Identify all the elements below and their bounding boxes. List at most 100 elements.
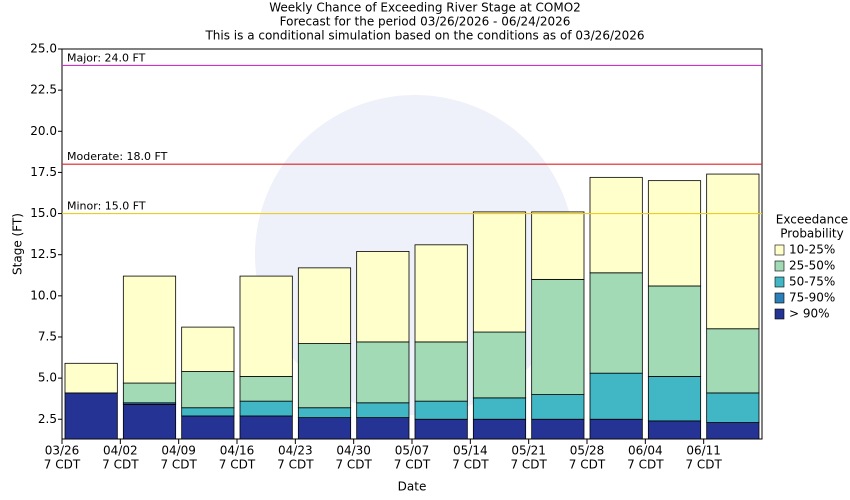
bar-segment	[531, 278, 585, 395]
x-tick-sublabel: 7 CDT	[685, 458, 722, 472]
x-tick-sublabel: 7 CDT	[277, 458, 314, 472]
title: Weekly Chance of Exceeding River Stage a…	[269, 1, 581, 15]
x-tick-label: 03/26	[45, 444, 80, 458]
bar-segment	[647, 376, 702, 422]
bar-segment	[531, 211, 585, 280]
y-tick-label: 10.0	[30, 288, 57, 302]
bar-segment	[589, 418, 643, 440]
x-tick-label: 04/09	[161, 444, 196, 458]
legend-label: 50-75%	[789, 275, 835, 289]
x-axis-label: Date	[398, 480, 427, 494]
x-tick-sublabel: 7 CDT	[510, 458, 547, 472]
bar-segment	[706, 392, 760, 423]
bar-segment	[589, 176, 643, 274]
bar-segment	[472, 331, 527, 399]
legend-swatch	[774, 244, 785, 256]
bar-segment	[356, 251, 410, 343]
legend-swatch	[774, 276, 785, 288]
x-tick-label: 04/23	[278, 444, 313, 458]
y-tick-label: 22.5	[30, 83, 57, 97]
x-tick-label: 05/28	[570, 444, 605, 458]
x-tick-sublabel: 7 CDT	[160, 458, 197, 472]
bar-segment	[297, 407, 352, 419]
y-tick-label: 17.5	[30, 165, 57, 179]
bar-segment	[122, 382, 177, 404]
bar-segment	[356, 417, 410, 440]
bar-segment	[706, 173, 760, 330]
bar-segment	[414, 418, 468, 440]
bar-segment	[181, 415, 235, 440]
x-tick-sublabel: 7 CDT	[44, 458, 81, 472]
bar-segment	[647, 180, 702, 287]
bar-segment	[297, 343, 352, 409]
x-tick-label: 04/30	[336, 444, 371, 458]
x-tick-label: 05/07	[395, 444, 430, 458]
bar-segment	[239, 415, 293, 440]
bar-segment	[647, 420, 702, 440]
subtitle: This is a conditional simulation based o…	[204, 29, 644, 43]
x-tick-label: 06/04	[628, 444, 663, 458]
bar-segment	[647, 285, 702, 377]
bar-segment	[589, 372, 643, 420]
bar-segment	[414, 341, 468, 402]
bar-segment	[122, 404, 177, 440]
x-tick-label: 05/21	[511, 444, 546, 458]
legend-swatch	[774, 260, 785, 272]
x-tick-sublabel: 7 CDT	[394, 458, 431, 472]
bar-segment	[414, 244, 468, 343]
x-tick-label: 06/11	[686, 444, 721, 458]
bar-segment	[297, 267, 352, 344]
bar-segment	[239, 400, 293, 417]
y-tick-label: 12.5	[30, 247, 57, 261]
legend-label: 75-90%	[789, 291, 835, 305]
y-tick-label: 5.0	[38, 371, 57, 385]
x-tick-sublabel: 7 CDT	[569, 458, 606, 472]
y-tick-label: 15.0	[30, 206, 57, 220]
bar-segment	[356, 402, 410, 419]
y-axis-label: Stage (FT)	[11, 213, 25, 275]
bar-segment	[64, 362, 118, 394]
bar-segment	[706, 422, 760, 440]
x-tick-label: 04/02	[103, 444, 138, 458]
bar-segment	[414, 400, 468, 420]
legend-label: 10-25%	[789, 243, 835, 257]
threshold-label: Minor: 15.0 FT	[67, 200, 146, 213]
x-tick-sublabel: 7 CDT	[627, 458, 664, 472]
legend-label: > 90%	[789, 307, 830, 321]
y-tick-label: 20.0	[30, 124, 57, 138]
bar-segment	[531, 394, 585, 420]
x-tick-label: 05/14	[453, 444, 488, 458]
threshold-label: Moderate: 18.0 FT	[67, 150, 168, 163]
bar-segment	[239, 275, 293, 377]
legend-title: Probability	[780, 227, 843, 241]
bar-segment	[472, 397, 527, 420]
legend-title: Exceedance	[776, 213, 848, 227]
x-tick-sublabel: 7 CDT	[335, 458, 372, 472]
legend-swatch	[774, 308, 785, 320]
bar-segment	[122, 275, 177, 384]
subtitle: Forecast for the period 03/26/2026 - 06/…	[280, 15, 571, 29]
bar-segment	[531, 418, 585, 440]
x-tick-label: 04/16	[220, 444, 255, 458]
bar-segment	[181, 326, 235, 372]
y-tick-label: 25.0	[30, 42, 57, 56]
bar-segment	[472, 211, 527, 333]
bar-segment	[706, 328, 760, 394]
x-tick-sublabel: 7 CDT	[219, 458, 256, 472]
bar-segment	[64, 392, 118, 440]
bar-segment	[472, 418, 527, 440]
bar-segment	[181, 407, 235, 417]
y-tick-label: 7.5	[38, 329, 57, 343]
bar-segment	[181, 371, 235, 409]
legend-label: 25-50%	[789, 259, 835, 273]
legend-swatch	[774, 292, 785, 304]
x-tick-sublabel: 7 CDT	[102, 458, 139, 472]
bar-segment	[297, 417, 352, 440]
bar-segment	[239, 376, 293, 402]
threshold-label: Major: 24.0 FT	[67, 51, 146, 64]
y-tick-label: 2.5	[38, 412, 57, 426]
bar-segment	[589, 272, 643, 374]
bar-segment	[356, 341, 410, 404]
x-tick-sublabel: 7 CDT	[452, 458, 489, 472]
